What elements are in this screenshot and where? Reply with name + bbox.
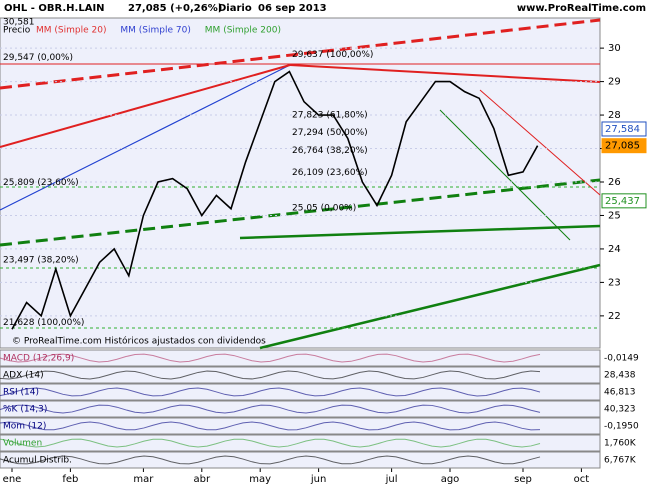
y-tick-label: 23 [608,277,621,288]
annotation: 21,628 (100,00%) [3,318,84,328]
y-tick-label: 30 [608,43,621,54]
y-tick-label: 22 [608,311,621,322]
indicator-value: -0,0149 [604,354,639,364]
y-tick-label: 25 [608,210,621,221]
y-tick-label: 26 [608,177,621,188]
indicator-line [0,370,541,380]
indicator-line [0,438,541,448]
price-flag-label: 27,085 [605,141,640,152]
overlay-label: MM (Simple 70) [120,26,190,36]
price-flag [601,138,647,154]
indicator-line [0,353,541,363]
top-label: 30,581 [3,18,35,28]
price-flag-label: 27,584 [605,124,640,135]
indicator-value: -0,1950 [604,422,639,432]
x-tick-label: jul [385,474,398,485]
indicator-panel [0,400,601,418]
annotation: 25,809 (23,60%) [3,178,79,188]
x-tick-label: feb [62,474,78,485]
annotation: 25,05 (0,00%) [292,203,356,213]
indicator-name: Volumen [3,439,42,449]
annotation: 27,294 (50,00%) [292,128,368,138]
y-tick-label: 29 [608,77,621,88]
price-flag [601,121,647,137]
period: Diario [218,3,252,14]
footer: © ProRealTime.com Históricos ajustados c… [12,336,266,347]
annotation: 26,764 (38,20%) [292,146,368,156]
overlay-label: MM (Simple 200) [205,26,281,36]
indicator-name: ADX (14) [3,371,44,381]
y-tick-label: 28 [608,110,621,121]
indicator-value: 40,323 [604,405,636,415]
x-tick-label: jun [310,474,326,485]
y-tick-label: 24 [608,244,621,255]
x-tick-label: may [249,474,271,485]
date: 06 sep 2013 [258,3,327,14]
indicator-panel [0,349,601,367]
price-line [11,70,539,330]
x-tick-label: oct [574,474,590,485]
price-flag-label: 25,437 [605,196,640,207]
indicator-name: Acumul.Distrib. [3,456,72,466]
indicator-name: %K (14,3) [3,405,47,415]
x-tick-label: sep [514,474,532,485]
x-tick-label: mar [133,474,154,485]
indicator-line [0,421,541,431]
annotation: 26,109 (23,60%) [292,168,368,178]
x-tick-label: abr [194,474,211,485]
plot-area [0,17,601,349]
indicator-value: 46,813 [604,388,636,398]
trend-lines [0,18,601,350]
indicator-value: 1,760K [604,439,637,449]
indicator-name: MACD (12,26,9) [3,354,74,364]
indicator-panel [0,417,601,435]
x-tick-label: ago [441,474,460,485]
overlay-label: MM (Simple 20) [36,26,106,36]
annotation: 29,637 (100,00%) [292,50,373,60]
indicator-value: 6,767K [604,456,637,466]
price-label: Precio [3,26,31,36]
annotation: 23,497 (38,20%) [3,255,79,265]
indicator-line [0,455,541,465]
indicator-panel [0,383,601,401]
indicator-name: RSI (14) [3,388,39,398]
subtitle: 27,085 (+0,26%) [128,3,222,14]
indicator-name: Mom (12) [3,422,46,432]
x-tick-label: ene [3,474,22,485]
price-flag [601,193,647,209]
indicator-line [0,387,541,397]
indicator-panel [0,366,601,384]
website: www.ProRealTime.com [517,3,646,14]
indicator-line [0,404,541,414]
indicator-panel [0,451,601,469]
annotation: 29,547 (0,00%) [3,53,73,63]
indicator-value: 28,438 [604,371,636,381]
title: OHL - OBR.H.LAIN [4,3,105,14]
